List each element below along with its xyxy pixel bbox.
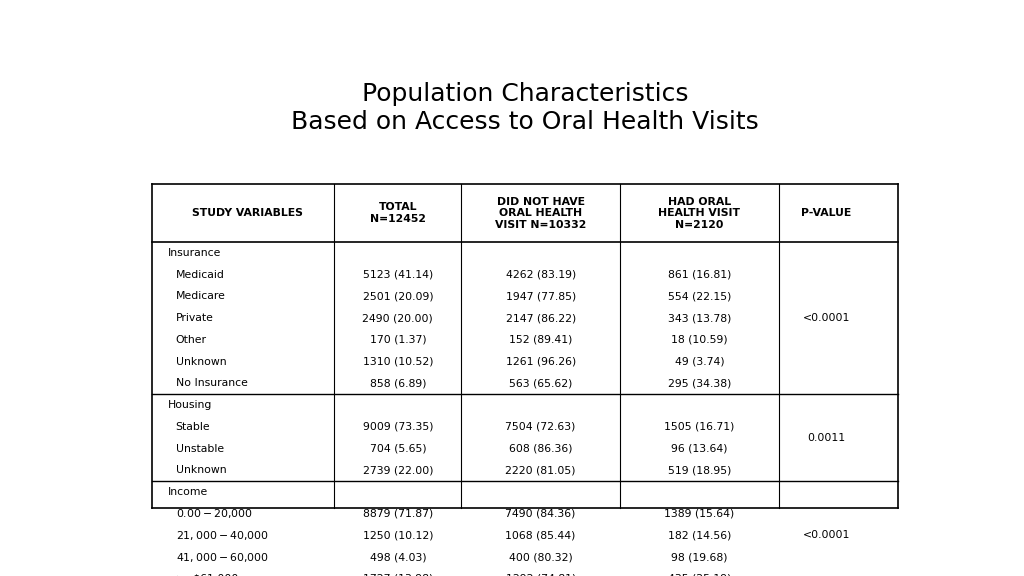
Text: 1947 (77.85): 1947 (77.85) xyxy=(506,291,575,301)
Text: Income: Income xyxy=(168,487,208,497)
Text: 1310 (10.52): 1310 (10.52) xyxy=(362,357,433,366)
Text: 563 (65.62): 563 (65.62) xyxy=(509,378,572,388)
Text: Population Characteristics
Based on Access to Oral Health Visits: Population Characteristics Based on Acce… xyxy=(291,82,759,134)
Text: 400 (80.32): 400 (80.32) xyxy=(509,552,572,562)
Text: No Insurance: No Insurance xyxy=(176,378,248,388)
Text: 1389 (15.64): 1389 (15.64) xyxy=(665,509,734,519)
Text: Unknown: Unknown xyxy=(176,465,226,475)
Text: $0.00-$20,000: $0.00-$20,000 xyxy=(176,507,253,520)
Text: Stable: Stable xyxy=(176,422,210,432)
Text: STUDY VARIABLES: STUDY VARIABLES xyxy=(191,209,302,218)
Text: 858 (6.89): 858 (6.89) xyxy=(370,378,426,388)
Text: <0.0001: <0.0001 xyxy=(803,313,850,323)
Text: 2147 (86.22): 2147 (86.22) xyxy=(506,313,575,323)
Text: 2501 (20.09): 2501 (20.09) xyxy=(362,291,433,301)
Text: 498 (4.03): 498 (4.03) xyxy=(370,552,426,562)
Text: 7490 (84.36): 7490 (84.36) xyxy=(506,509,575,519)
Text: 9009 (73.35): 9009 (73.35) xyxy=(362,422,433,432)
Text: Private: Private xyxy=(176,313,213,323)
Text: $21,000-$40,000: $21,000-$40,000 xyxy=(176,529,268,542)
Text: 18 (10.59): 18 (10.59) xyxy=(671,335,728,345)
Text: >=$61,000: >=$61,000 xyxy=(176,574,239,576)
Text: 861 (16.81): 861 (16.81) xyxy=(668,270,731,280)
Text: 49 (3.74): 49 (3.74) xyxy=(675,357,724,366)
Text: 0.0011: 0.0011 xyxy=(807,433,846,443)
Text: Unstable: Unstable xyxy=(176,444,223,453)
Text: 519 (18.95): 519 (18.95) xyxy=(668,465,731,475)
Text: <0.0001: <0.0001 xyxy=(803,530,850,540)
Text: DID NOT HAVE
ORAL HEALTH
VISIT N=10332: DID NOT HAVE ORAL HEALTH VISIT N=10332 xyxy=(495,196,587,230)
Text: 1505 (16.71): 1505 (16.71) xyxy=(665,422,734,432)
Text: 182 (14.56): 182 (14.56) xyxy=(668,530,731,540)
Text: 1068 (85.44): 1068 (85.44) xyxy=(506,530,575,540)
Text: Medicare: Medicare xyxy=(176,291,225,301)
Text: 8879 (71.87): 8879 (71.87) xyxy=(362,509,433,519)
Text: 170 (1.37): 170 (1.37) xyxy=(370,335,426,345)
Text: 295 (34.38): 295 (34.38) xyxy=(668,378,731,388)
Text: TOTAL
N=12452: TOTAL N=12452 xyxy=(370,202,426,224)
Text: HAD ORAL
HEALTH VISIT
N=2120: HAD ORAL HEALTH VISIT N=2120 xyxy=(658,196,740,230)
Text: 4262 (83.19): 4262 (83.19) xyxy=(506,270,575,280)
Text: 704 (5.65): 704 (5.65) xyxy=(370,444,426,453)
Text: 1261 (96.26): 1261 (96.26) xyxy=(506,357,575,366)
Text: 152 (89.41): 152 (89.41) xyxy=(509,335,572,345)
Text: 608 (86.36): 608 (86.36) xyxy=(509,444,572,453)
Text: 2739 (22.00): 2739 (22.00) xyxy=(362,465,433,475)
Text: 435 (25.19): 435 (25.19) xyxy=(668,574,731,576)
Text: 1250 (10.12): 1250 (10.12) xyxy=(362,530,433,540)
Text: Other: Other xyxy=(176,335,207,345)
Text: Housing: Housing xyxy=(168,400,212,410)
Text: P-VALUE: P-VALUE xyxy=(801,209,852,218)
Text: 98 (19.68): 98 (19.68) xyxy=(671,552,728,562)
Text: 554 (22.15): 554 (22.15) xyxy=(668,291,731,301)
Text: Medicaid: Medicaid xyxy=(176,270,224,280)
Text: 1727 (13.98): 1727 (13.98) xyxy=(362,574,433,576)
Text: $41,000-$60,000: $41,000-$60,000 xyxy=(176,551,268,564)
Text: 2220 (81.05): 2220 (81.05) xyxy=(506,465,575,475)
Text: 96 (13.64): 96 (13.64) xyxy=(671,444,728,453)
Text: 2490 (20.00): 2490 (20.00) xyxy=(362,313,433,323)
Text: Insurance: Insurance xyxy=(168,248,221,258)
Text: 5123 (41.14): 5123 (41.14) xyxy=(362,270,433,280)
Text: 343 (13.78): 343 (13.78) xyxy=(668,313,731,323)
Text: 7504 (72.63): 7504 (72.63) xyxy=(506,422,575,432)
Text: 1292 (74.81): 1292 (74.81) xyxy=(506,574,575,576)
Text: Unknown: Unknown xyxy=(176,357,226,366)
